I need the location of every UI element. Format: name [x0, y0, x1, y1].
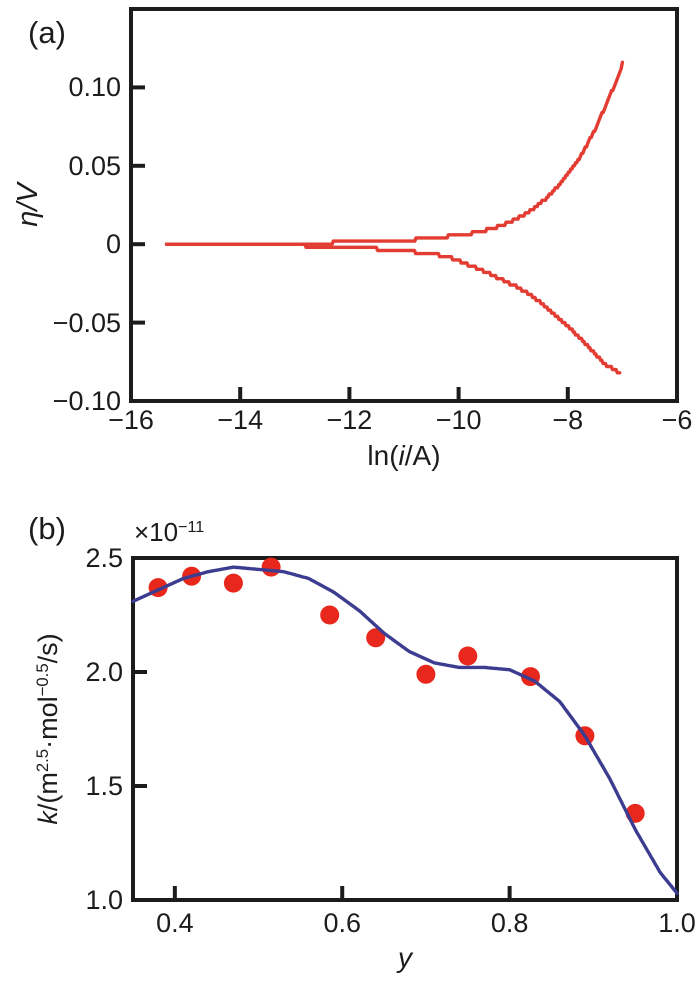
y-label-p2: ·mol — [33, 696, 63, 749]
panel-a-y-tick-label: 0 — [105, 229, 121, 260]
current-symbol: i — [398, 440, 405, 471]
panel-a-y-tick-label: −0.05 — [52, 307, 121, 338]
panel-a-y-tick-label: 0.10 — [68, 72, 121, 103]
panel-b-x-tick-label: 0.4 — [156, 908, 194, 938]
panel-b-x-axis-label: y — [398, 942, 412, 973]
x-label-post: /A) — [404, 440, 441, 471]
panel-b-x-tick-label: 1.0 — [658, 908, 696, 938]
panel-a-x-tick-label: −8 — [552, 405, 584, 435]
panel-a-x-tick-label: −16 — [108, 405, 154, 435]
panel-a-plot — [129, 7, 679, 403]
panel-a-x-axis-label: ln(i/A) — [131, 440, 677, 472]
panel-b-y-tick-label: 2.5 — [85, 543, 123, 573]
scale-base: ×10 — [134, 517, 179, 547]
panel-b-plot — [131, 556, 679, 902]
y-label-sup1: 2.5 — [32, 748, 52, 773]
panel-b-y-tick-label: 2.0 — [85, 657, 123, 687]
panel-b-y-tick-label: 1.0 — [85, 885, 123, 915]
panel-b-y-tick-label: 1.5 — [85, 771, 123, 801]
panel-a-label: (a) — [28, 15, 66, 50]
panel-a-y-tick-label: 0.05 — [68, 150, 121, 181]
rate-constant-symbol: k — [33, 811, 63, 825]
panel-a-y-axis-unit: /V — [12, 183, 44, 211]
scale-exponent: −11 — [178, 518, 205, 537]
panel-a-x-tick-label: −14 — [217, 405, 264, 435]
panel-b-label: (b) — [28, 511, 66, 546]
panel-b-scale-label: ×10−11 — [134, 518, 204, 551]
panel-b-x-tick-label: 0.6 — [323, 908, 361, 938]
eta-symbol: η — [12, 210, 44, 227]
x-label-pre: ln( — [367, 440, 399, 471]
panel-a-x-tick-label: −12 — [326, 405, 373, 435]
panel-a-y-axis-label: η/V — [12, 183, 44, 227]
panel-a-x-tick-label: −10 — [435, 405, 482, 435]
panel-b-x-tick-label: 0.8 — [490, 908, 529, 938]
panel-a-x-tick-label: −6 — [661, 405, 693, 435]
panel-a-y-tick-label: −0.10 — [52, 386, 121, 416]
